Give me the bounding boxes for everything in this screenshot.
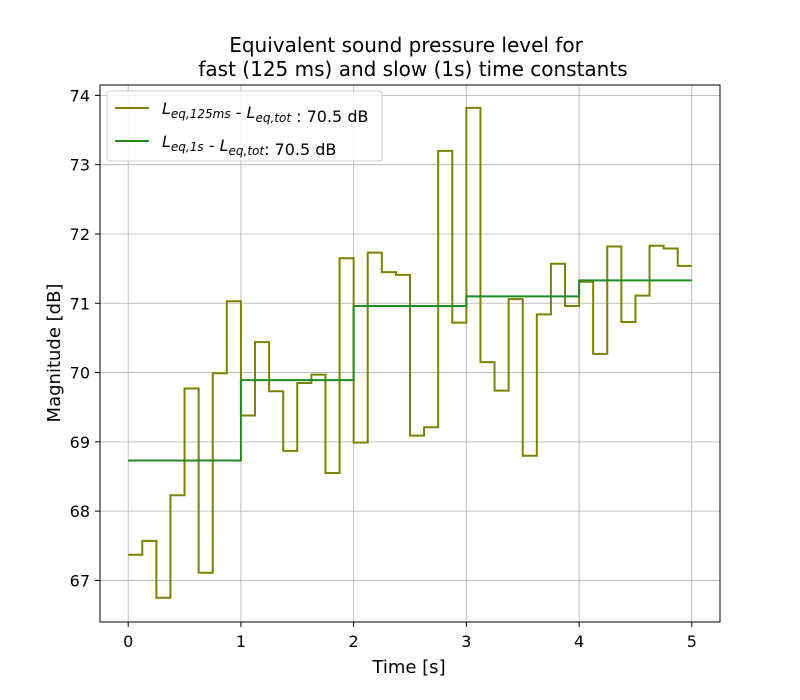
y-tick-label: 74 xyxy=(70,86,90,105)
y-tick-label: 68 xyxy=(70,502,90,521)
x-tick-label: 3 xyxy=(461,632,471,651)
x-tick-label: 0 xyxy=(123,632,133,651)
y-tick-label: 70 xyxy=(70,364,90,383)
series-line-fast-125ms xyxy=(128,108,692,598)
y-tick-label: 73 xyxy=(70,156,90,175)
y-ticks: 67 68 69 70 71 72 73 74 xyxy=(70,86,100,590)
y-axis-label: Magnitude [dB] xyxy=(44,284,65,423)
legend: Leq,125ms - Leq,tot : 70.5 dB Leq,1s - L… xyxy=(107,91,382,161)
y-tick-label: 72 xyxy=(70,225,90,244)
x-tick-label: 1 xyxy=(236,632,246,651)
y-tick-label: 67 xyxy=(70,571,90,590)
x-ticks: 0 1 2 3 4 5 xyxy=(123,622,697,651)
x-tick-label: 5 xyxy=(687,632,697,651)
y-tick-label: 71 xyxy=(70,294,90,313)
x-tick-label: 2 xyxy=(349,632,359,651)
chart-title-line-2: fast (125 ms) and slow (1s) time constan… xyxy=(198,57,627,81)
y-tick-label: 69 xyxy=(70,433,90,452)
chart-title-line-1: Equivalent sound pressure level for xyxy=(229,33,583,57)
x-axis-label: Time [s] xyxy=(371,657,445,678)
series-layer xyxy=(128,108,692,598)
x-tick-label: 4 xyxy=(574,632,584,651)
